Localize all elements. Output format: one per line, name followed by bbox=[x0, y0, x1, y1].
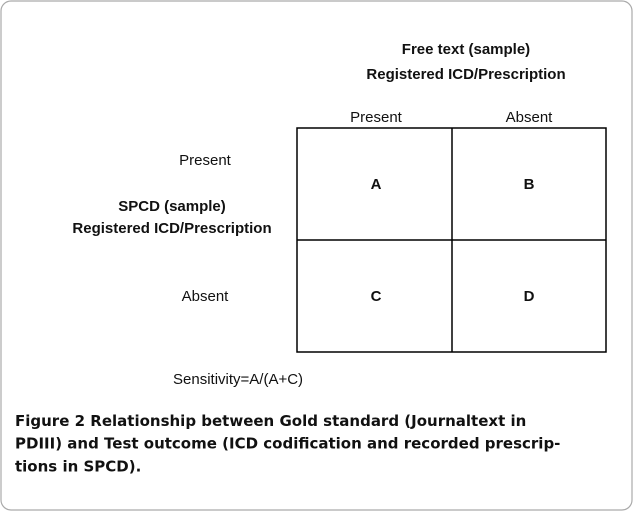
column-header: Registered ICD/Prescription bbox=[366, 66, 565, 83]
row-header: SPCD (sample) bbox=[118, 198, 226, 215]
cell: D bbox=[524, 288, 535, 305]
column-label: Present bbox=[350, 109, 403, 126]
caption-line: tions in SPCD). bbox=[15, 458, 141, 476]
formula: Sensitivity=A/(A+C) bbox=[173, 371, 303, 388]
cell: C bbox=[371, 288, 382, 305]
column-header: Free text (sample) bbox=[402, 41, 530, 58]
cell: B bbox=[524, 176, 535, 193]
cell: A bbox=[371, 176, 382, 193]
row-header: Registered ICD/Prescription bbox=[72, 220, 271, 237]
column-label: Absent bbox=[506, 109, 554, 126]
caption-line: PDIII) and Test outcome (ICD codificatio… bbox=[15, 435, 560, 453]
caption-line: Figure 2 Relationship between Gold stand… bbox=[15, 412, 526, 430]
caption-label: Figure 2 bbox=[15, 412, 85, 430]
row-label: Present bbox=[179, 152, 232, 169]
row-label: Absent bbox=[182, 288, 230, 305]
caption-text: Relationship between Gold standard (Jour… bbox=[90, 412, 526, 430]
